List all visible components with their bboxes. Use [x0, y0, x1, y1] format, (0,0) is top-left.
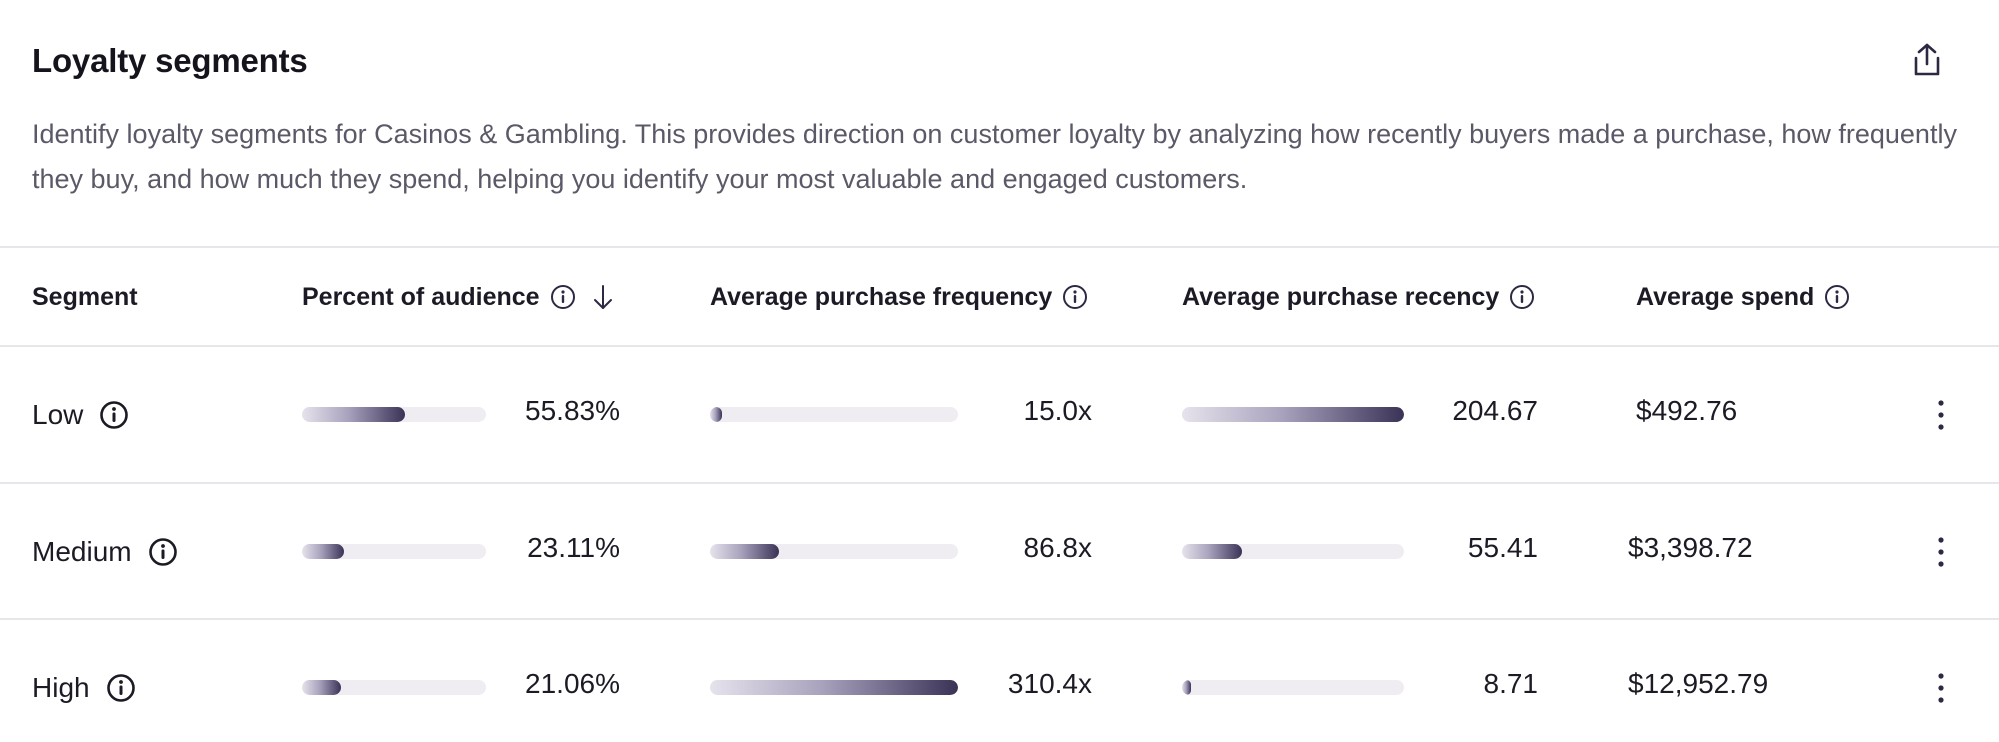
info-icon[interactable]: [1062, 284, 1088, 310]
segment-cell: Medium: [32, 484, 178, 620]
percent-bar: [302, 680, 486, 695]
description: Identify loyalty segments for Casinos & …: [32, 119, 1957, 194]
percent-bar: [302, 407, 486, 422]
frequency-bar-fill: [710, 544, 780, 559]
frequency-value: 15.0x: [1023, 395, 1093, 426]
card-header: Loyalty segments: [32, 36, 1967, 86]
recency-value: 204.67: [1452, 395, 1538, 426]
segment-cell: High: [32, 620, 136, 742]
info-icon[interactable]: [99, 400, 129, 430]
spend-value: $3,398.72: [1628, 532, 1753, 563]
info-icon[interactable]: [1509, 284, 1535, 310]
percent-bar-fill: [302, 407, 406, 422]
divider: [0, 246, 1999, 248]
percent-bar: [302, 544, 486, 559]
percent-bar-fill: [302, 680, 341, 695]
row-menu-button[interactable]: [1926, 395, 1956, 435]
percent-value: 23.11%: [527, 532, 620, 563]
info-icon[interactable]: [148, 537, 178, 567]
share-icon: [1914, 43, 1940, 76]
recency-bar: [1182, 407, 1404, 422]
divider: [0, 345, 1999, 347]
segment-label: Medium: [32, 536, 132, 567]
column-label-frequency: Average purchase frequency: [710, 282, 1053, 311]
page-title: Loyalty segments: [32, 42, 308, 79]
row-menu-button[interactable]: [1926, 668, 1956, 708]
more-vertical-icon: [1938, 673, 1944, 703]
column-header-spend[interactable]: Average spend: [1636, 248, 1850, 346]
frequency-value: 310.4x: [1007, 668, 1092, 699]
recency-value: 55.41: [1467, 532, 1538, 563]
spend-value: $492.76: [1636, 395, 1738, 426]
info-icon[interactable]: [1824, 284, 1850, 310]
divider: [0, 482, 1999, 484]
frequency-bar-fill: [710, 680, 958, 695]
percent-value: 21.06%: [525, 668, 620, 699]
table-header: Segment Percent of audience Average purc…: [0, 248, 1999, 346]
frequency-value: 86.8x: [1023, 532, 1093, 563]
segment-cell: Low: [32, 347, 129, 483]
segment-label: Low: [32, 399, 84, 430]
info-icon[interactable]: [106, 673, 136, 703]
info-icon[interactable]: [550, 284, 576, 310]
recency-bar: [1182, 544, 1404, 559]
more-vertical-icon: [1938, 537, 1944, 567]
frequency-bar: [710, 544, 958, 559]
recency-value: 8.71: [1483, 668, 1539, 699]
recency-bar-fill: [1182, 544, 1242, 559]
column-label-segment: Segment: [32, 282, 138, 311]
table-row: High 21.06% 310.4x 8.71 $12,952.79: [0, 620, 1999, 742]
percent-bar-fill: [302, 544, 345, 559]
divider: [0, 618, 1999, 620]
column-label-percent: Percent of audience: [302, 282, 540, 311]
table-row: Low 55.83% 15.0x 204.67 $492.76: [0, 347, 1999, 483]
segment-label: High: [32, 672, 90, 703]
column-header-recency[interactable]: Average purchase recency: [1182, 248, 1535, 346]
table-row: Medium 23.11% 86.8x 55.41 $3,398.72: [0, 484, 1999, 620]
row-menu-button[interactable]: [1926, 532, 1956, 572]
frequency-bar: [710, 407, 958, 422]
frequency-bar-fill: [710, 407, 723, 422]
arrow-down-icon[interactable]: [592, 283, 614, 311]
column-header-segment: Segment: [32, 248, 138, 346]
column-header-frequency[interactable]: Average purchase frequency: [710, 248, 1088, 346]
share-button[interactable]: [1905, 38, 1949, 82]
recency-bar-fill: [1182, 407, 1404, 422]
column-label-spend: Average spend: [1636, 282, 1815, 311]
recency-bar: [1182, 680, 1404, 695]
column-label-recency: Average purchase recency: [1182, 282, 1500, 311]
column-header-percent[interactable]: Percent of audience: [302, 248, 614, 346]
more-vertical-icon: [1938, 400, 1944, 430]
frequency-bar: [710, 680, 958, 695]
recency-bar-fill: [1182, 680, 1191, 695]
spend-value: $12,952.79: [1628, 668, 1769, 699]
percent-value: 55.83%: [525, 395, 620, 426]
